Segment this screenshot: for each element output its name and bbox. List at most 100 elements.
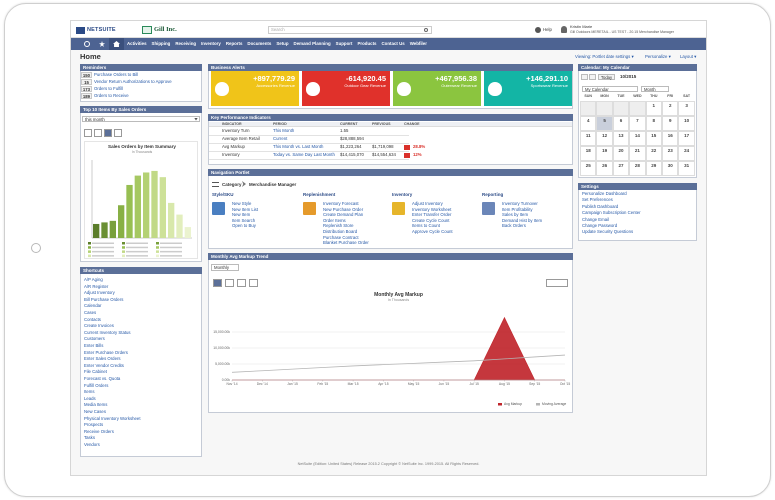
nav-link[interactable]: Inventory Forecast [323,201,359,206]
period-select[interactable]: this month [82,116,200,122]
reminder-label[interactable]: Orders to Receive [94,93,129,98]
crumb-category[interactable]: Category [222,181,242,187]
nav-link[interactable]: Blanket Purchase Order [323,240,369,246]
nav-link[interactable]: Item Profitability [502,206,533,212]
reminder-label[interactable]: Orders to Fulfill [94,86,124,91]
day-cell[interactable] [678,146,695,161]
day-cell[interactable] [645,146,662,161]
shortcut-link[interactable]: Prospects [84,422,104,428]
day-cell[interactable] [629,116,646,131]
settings-link[interactable]: Personalize Dashboard [582,191,627,196]
nav-item[interactable]: Reports [225,41,243,46]
personalize[interactable]: Personalize [645,54,671,59]
day-cell[interactable] [580,131,597,146]
day-cell[interactable] [596,116,613,131]
day-cell[interactable] [580,116,597,131]
day-cell[interactable] [662,116,679,131]
day-cell[interactable] [645,131,662,146]
nav-link[interactable]: Sales by Item [502,212,529,218]
day-cell[interactable] [580,161,597,176]
nav-link[interactable]: Distribution Board [323,229,358,234]
user-name[interactable]: Kristin Marie [570,24,593,29]
day-cell[interactable] [580,146,597,161]
nav-link[interactable]: Item Search [232,217,256,223]
nav-item[interactable]: Webfiler [409,41,427,46]
reminder-label[interactable]: Vendor Return Authorizations to Approve [94,79,172,84]
day-cell[interactable] [662,101,679,116]
shortcut-link[interactable]: Forecast vs. Quota [84,376,121,381]
settings-link[interactable]: Update Security Questions [582,229,634,235]
chart-type-icon[interactable] [84,129,92,137]
day-cell[interactable] [662,131,679,146]
nav-link[interactable]: New Item List [232,206,259,212]
chart-type-icon[interactable] [213,279,222,287]
day-cell[interactable] [645,161,662,176]
day-cell[interactable] [612,161,630,176]
chart-type-icon[interactable] [94,129,102,137]
settings-link[interactable]: Publish Dashboard [582,203,619,209]
shortcut-link[interactable]: Enter Vendor Credits [84,362,124,368]
shortcut-link[interactable]: Adjust Inventory [84,290,115,296]
help[interactable]: Help [543,27,552,32]
shortcut-link[interactable]: Physical Inventory Worksheet [84,415,141,421]
nav-link[interactable]: Back Orders [502,223,526,229]
day-cell[interactable] [678,131,695,146]
nav-link[interactable]: Adjust Inventory [412,201,443,206]
nav-item[interactable]: Demand Planning [293,41,331,46]
nav-link[interactable]: Inventory Turnover [502,201,538,206]
shortcut-link[interactable]: Fulfill Orders [84,382,109,388]
settings-link[interactable]: Change Email [582,216,609,222]
shortcut-link[interactable]: Calendar [84,303,102,309]
day-cell[interactable] [612,116,630,131]
search-placeholder[interactable]: Search [271,27,285,32]
shortcut-link[interactable]: Items [84,389,95,395]
shortcut-link[interactable]: Leads [84,395,96,401]
nav-item[interactable]: Contact Us [381,41,405,46]
nav-link[interactable]: Approve Cycle Count [412,229,453,234]
nav-item[interactable]: Shipping [151,41,171,46]
range-select[interactable]: Month [641,86,669,92]
nav-link[interactable]: Create Cycle Count [412,217,450,223]
shortcut-link[interactable]: Enter Sales Orders [84,356,121,362]
nav-item[interactable]: Activities [127,41,147,46]
shortcut-link[interactable]: Enter Purchase Orders [84,349,128,355]
chart-type-icon[interactable] [114,129,122,137]
day-cell[interactable] [678,161,695,176]
nav-link[interactable]: Replenish Store [323,223,354,229]
chart-type-icon[interactable] [225,279,234,287]
home-button[interactable] [31,243,41,253]
day-cell[interactable] [596,146,613,161]
day-cell[interactable] [678,101,695,116]
chart-type-icon[interactable] [237,279,246,287]
next-btn[interactable] [589,74,596,80]
prev-btn[interactable] [581,74,588,80]
shortcut-link[interactable]: Vendors [84,442,100,447]
day-cell[interactable] [678,116,695,131]
day-cell[interactable] [645,101,662,116]
day-cell[interactable] [596,131,613,146]
shortcut-link[interactable]: Create Invoices [84,323,114,329]
shortcut-link[interactable]: Bill Purchase Orders [84,296,124,302]
shortcut-link[interactable]: New Cases [84,409,106,414]
day-cell[interactable] [629,131,646,146]
kpi-cell[interactable]: This Month [273,128,295,133]
day-cell[interactable] [629,161,646,176]
shortcut-link[interactable]: Customers [84,336,105,342]
settings-link[interactable]: Change Password [582,223,618,228]
kpi-cell[interactable]: Today vs. Same Day Last Month [273,152,335,157]
nav-link[interactable]: New Style [232,201,252,206]
nav-link[interactable]: New Purchase Order [323,206,364,212]
settings-link[interactable]: Campaign Subscription Center [582,210,641,216]
nav-link[interactable]: Demand Hist by Item [502,217,543,223]
nav-link[interactable]: New Item [232,212,251,218]
shortcut-link[interactable]: Contacts [84,316,101,322]
chart-toggle[interactable] [546,279,568,287]
day-cell[interactable] [612,146,630,161]
shortcut-link[interactable]: Enter Bills [84,343,104,348]
chart-type-icon[interactable] [249,279,258,287]
layout[interactable]: Layout [680,54,696,59]
shortcut-link[interactable]: A/P Aging [84,277,103,282]
day-cell[interactable] [612,131,630,146]
nav-link[interactable]: Items to Count [412,223,440,229]
shortcut-link[interactable]: Tasks [84,435,95,441]
